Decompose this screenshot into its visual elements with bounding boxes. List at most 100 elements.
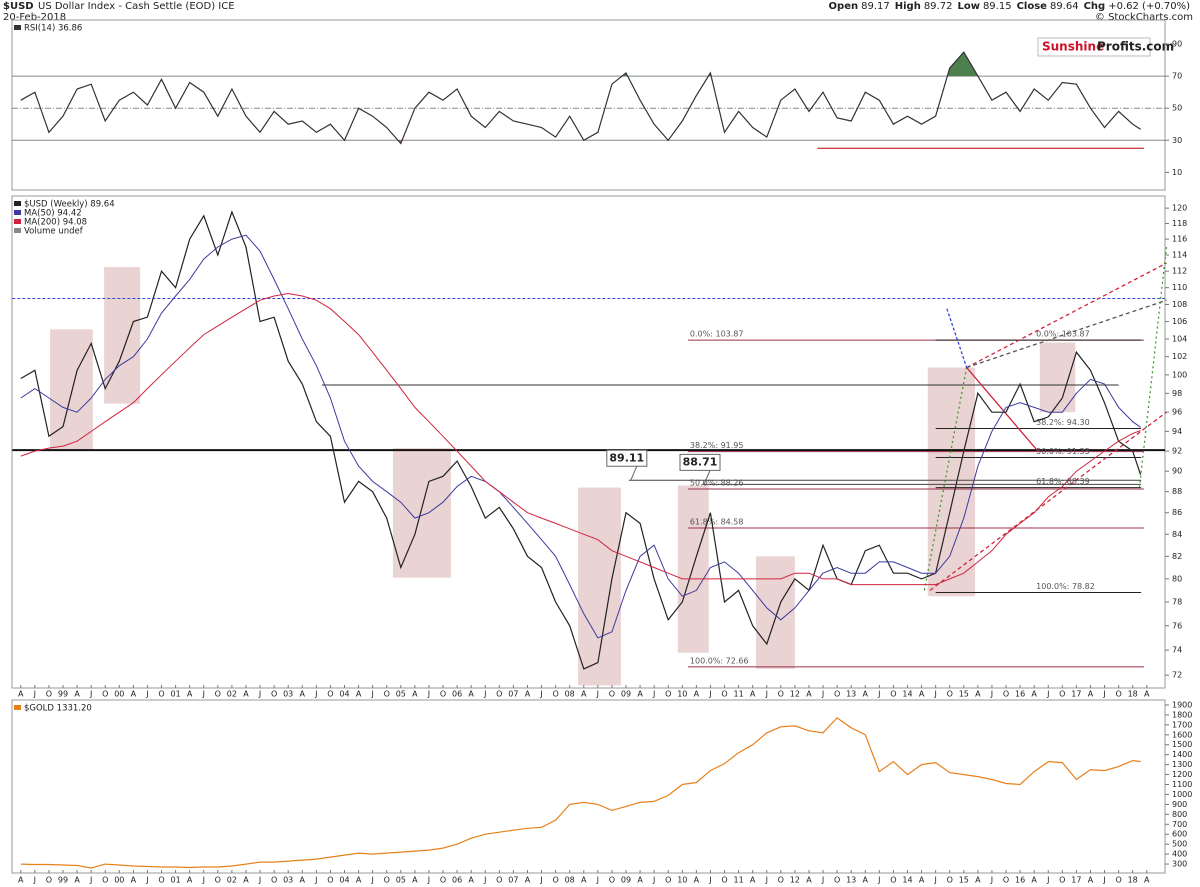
x-tick-label: J	[258, 690, 261, 699]
x-tick-label: A	[694, 690, 700, 699]
x-tick-label: J	[258, 876, 261, 885]
x-tick-label: J	[33, 876, 36, 885]
x-tick-label: J	[1102, 876, 1105, 885]
callout-box	[679, 453, 721, 471]
x-tick-label: A	[1088, 690, 1094, 699]
x-tick-label: J	[539, 876, 542, 885]
x-tick-label: A	[919, 690, 925, 699]
x-tick-label: O	[46, 690, 52, 699]
callout-box	[606, 449, 648, 467]
x-tick-label: A	[187, 690, 193, 699]
y-tick-label: 1500	[1172, 740, 1192, 749]
x-tick-label: 03	[283, 690, 293, 699]
highlight	[1039, 342, 1076, 413]
y-tick-label: 98	[1172, 389, 1182, 398]
x-tick-label: A	[863, 690, 869, 699]
x-tick-label: A	[581, 876, 587, 885]
x-tick-label: A	[1144, 876, 1150, 885]
x-tick-label: A	[806, 876, 812, 885]
x-tick-label: O	[1059, 690, 1065, 699]
legend-swatch	[14, 705, 21, 710]
x-tick-label: 18	[1128, 876, 1138, 885]
x-tick-label: O	[327, 876, 333, 885]
x-tick-label: A	[637, 876, 643, 885]
x-tick-label: O	[384, 690, 390, 699]
x-tick-label: 16	[1015, 690, 1025, 699]
legend-swatch	[14, 228, 21, 233]
x-tick-label: A	[694, 876, 700, 885]
level-label: 100.0%: 72.66	[690, 656, 749, 665]
y-tick-label: 96	[1172, 408, 1182, 417]
x-tick-label: O	[609, 876, 615, 885]
x-tick-label: 14	[902, 690, 912, 699]
x-tick-label: 04	[339, 690, 349, 699]
x-tick-label: A	[300, 876, 306, 885]
date: 20-Feb-2018	[3, 12, 66, 23]
x-tick-label: J	[933, 690, 936, 699]
level-label: 38.2%: 94.30	[1036, 418, 1090, 427]
x-tick-label: O	[552, 690, 558, 699]
x-tick-label: 00	[114, 876, 124, 885]
x-tick-label: J	[821, 876, 824, 885]
x-tick-label: 18	[1128, 690, 1138, 699]
x-tick-label: 10	[677, 690, 687, 699]
y-tick-label: 1000	[1172, 790, 1192, 799]
x-tick-label: 03	[283, 876, 293, 885]
x-tick-label: O	[384, 876, 390, 885]
x-tick-label: A	[131, 876, 137, 885]
series-line	[20, 51, 1141, 145]
legend-label: RSI(14) 36.86	[24, 24, 82, 34]
x-tick-label: J	[1102, 690, 1105, 699]
legend-label: $USD (Weekly) 89.64	[24, 200, 115, 210]
x-tick-label: 02	[227, 690, 237, 699]
legend-label: Volume undef	[24, 227, 84, 237]
x-tick-label: A	[468, 876, 474, 885]
x-tick-label: J	[33, 690, 36, 699]
x-tick-label: A	[300, 690, 306, 699]
callout-label: 88.71	[683, 455, 718, 468]
x-tick-label: 04	[339, 876, 349, 885]
x-tick-label: O	[665, 690, 671, 699]
x-tick-label: 16	[1015, 876, 1025, 885]
x-tick-label: A	[975, 690, 981, 699]
quote-value: +0.62 (+0.70%)	[1108, 1, 1190, 12]
x-tick-label: A	[750, 690, 756, 699]
trendline	[1138, 246, 1168, 488]
x-tick-label: 13	[846, 876, 856, 885]
y-tick-label: 116	[1172, 235, 1187, 244]
x-tick-label: 09	[621, 690, 631, 699]
x-tick-label: 06	[452, 690, 462, 699]
y-tick-label: 10	[1172, 168, 1182, 177]
x-tick-label: 11	[734, 876, 744, 885]
quote-label: High	[895, 1, 921, 12]
x-tick-label: A	[806, 690, 812, 699]
x-tick-label: A	[975, 876, 981, 885]
x-tick-label: O	[1003, 876, 1009, 885]
y-tick-label: 300	[1172, 860, 1187, 869]
x-tick-label: 02	[227, 876, 237, 885]
y-tick-label: 600	[1172, 830, 1187, 839]
x-tick-label: O	[947, 876, 953, 885]
x-tick-label: J	[821, 690, 824, 699]
x-tick-label: 05	[396, 690, 406, 699]
x-tick-label: A	[74, 876, 80, 885]
quote-value: 89.17	[861, 1, 890, 12]
x-tick-label: 00	[114, 690, 124, 699]
x-tick-label: J	[990, 876, 993, 885]
x-tick-label: A	[187, 876, 193, 885]
x-tick-label: A	[243, 690, 249, 699]
y-tick-label: 1100	[1172, 780, 1192, 789]
y-tick-label: 1300	[1172, 760, 1192, 769]
x-tick-label: J	[539, 690, 542, 699]
copyright: © StockCharts.com	[1095, 12, 1193, 23]
x-tick-label: A	[863, 876, 869, 885]
y-tick-label: 900	[1172, 800, 1187, 809]
x-tick-label: A	[1144, 690, 1150, 699]
y-tick-label: 90	[1172, 467, 1182, 476]
x-tick-label: J	[202, 876, 205, 885]
legend-label: $GOLD 1331.20	[24, 704, 92, 714]
y-tick-label: 1600	[1172, 730, 1192, 739]
x-tick-label: J	[765, 690, 768, 699]
x-tick-label: O	[158, 690, 164, 699]
x-tick-label: O	[1115, 690, 1121, 699]
